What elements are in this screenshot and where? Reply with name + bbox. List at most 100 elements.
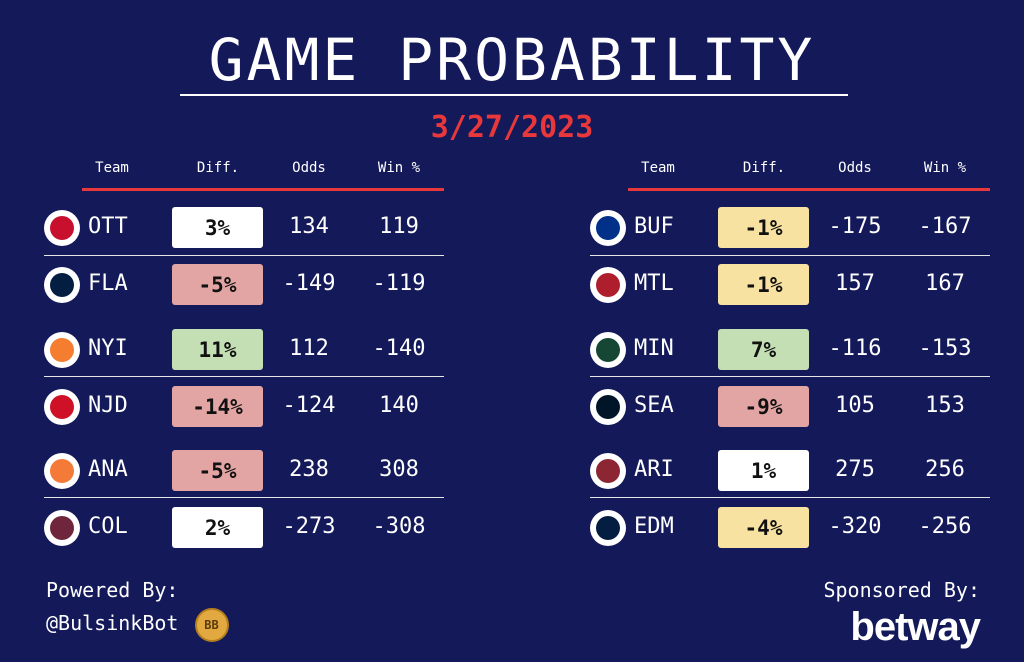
team-row: OTT 3% 134 119 bbox=[44, 202, 444, 254]
column-header-diff: Diff. bbox=[196, 160, 240, 176]
team-row: FLA -5% -149 -119 bbox=[44, 259, 444, 311]
oilers-logo-icon bbox=[590, 510, 626, 546]
diff-badge: -1% bbox=[718, 207, 809, 248]
win-value: -308 bbox=[372, 514, 426, 539]
logo-mark bbox=[596, 516, 620, 540]
team-abbr: SEA bbox=[634, 393, 674, 418]
team-row: NYI 11% 112 -140 bbox=[44, 324, 444, 376]
win-value: -140 bbox=[372, 336, 426, 361]
devils-logo-icon bbox=[44, 389, 80, 425]
column-header-win: Win % bbox=[377, 160, 421, 176]
logo-mark bbox=[50, 395, 74, 419]
header-underline bbox=[82, 188, 444, 191]
islanders-logo-icon bbox=[44, 332, 80, 368]
team-row: MIN 7% -116 -153 bbox=[590, 324, 990, 376]
team-row: COL 2% -273 -308 bbox=[44, 502, 444, 554]
team-abbr: OTT bbox=[88, 214, 128, 239]
column-header-win: Win % bbox=[923, 160, 967, 176]
odds-value: -124 bbox=[282, 393, 336, 418]
team-row: EDM -4% -320 -256 bbox=[590, 502, 990, 554]
betway-logo: betway bbox=[850, 605, 981, 649]
games-panel-left: Team Diff. Odds Win % OTT 3% 134 119 FLA -5% -149-… bbox=[44, 160, 444, 550]
team-row: MTL -1% 157 167 bbox=[590, 259, 990, 311]
win-value: 256 bbox=[925, 457, 965, 482]
team-abbr: COL bbox=[88, 514, 128, 539]
team-abbr: NJD bbox=[88, 393, 128, 418]
odds-value: 157 bbox=[835, 271, 875, 296]
diff-badge: 1% bbox=[718, 450, 809, 491]
ducks-logo-icon bbox=[44, 453, 80, 489]
logo-mark bbox=[596, 338, 620, 362]
win-value: 119 bbox=[379, 214, 419, 239]
win-value: -167 bbox=[918, 214, 972, 239]
diff-badge: 3% bbox=[172, 207, 263, 248]
team-row: ARI 1% 275 256 bbox=[590, 445, 990, 497]
logo-mark bbox=[50, 516, 74, 540]
odds-value: 275 bbox=[835, 457, 875, 482]
bot-handle: @BulsinkBot bbox=[46, 611, 179, 635]
powered-by-label: Powered By: bbox=[46, 578, 179, 602]
diff-badge: -4% bbox=[718, 507, 809, 548]
logo-mark bbox=[596, 216, 620, 240]
game-divider bbox=[44, 255, 444, 256]
wild-logo-icon bbox=[590, 332, 626, 368]
team-row: BUF -1% -175 -167 bbox=[590, 202, 990, 254]
avalanche-logo-icon bbox=[44, 510, 80, 546]
page-title: GAME PROBABILITY bbox=[208, 26, 816, 94]
column-header-team: Team bbox=[95, 160, 129, 176]
team-abbr: EDM bbox=[634, 514, 674, 539]
team-row: NJD -14% -124 140 bbox=[44, 381, 444, 433]
panthers-logo-icon bbox=[44, 267, 80, 303]
sabres-logo-icon bbox=[590, 210, 626, 246]
logo-mark bbox=[50, 216, 74, 240]
bulsinkbot-badge-icon: BB bbox=[194, 607, 229, 642]
sponsored-by-block: Sponsored By: betway bbox=[823, 574, 981, 649]
diff-badge: 2% bbox=[172, 507, 263, 548]
team-row: ANA -5% 238 308 bbox=[44, 445, 444, 497]
logo-mark bbox=[596, 395, 620, 419]
logo-mark bbox=[50, 459, 74, 483]
odds-value: -149 bbox=[282, 271, 336, 296]
game-divider bbox=[44, 497, 444, 498]
sponsored-by-label: Sponsored By: bbox=[823, 578, 980, 602]
game-divider bbox=[590, 497, 990, 498]
win-value: -119 bbox=[372, 271, 426, 296]
diff-badge: -9% bbox=[718, 386, 809, 427]
diff-badge: -5% bbox=[172, 450, 263, 491]
odds-value: -320 bbox=[828, 514, 882, 539]
coyotes-logo-icon bbox=[590, 453, 626, 489]
game-divider bbox=[590, 255, 990, 256]
win-value: 140 bbox=[379, 393, 419, 418]
odds-value: 238 bbox=[289, 457, 329, 482]
team-row: SEA -9% 105 153 bbox=[590, 381, 990, 433]
game-divider bbox=[44, 376, 444, 377]
diff-badge: -5% bbox=[172, 264, 263, 305]
odds-value: -273 bbox=[282, 514, 336, 539]
canadiens-logo-icon bbox=[590, 267, 626, 303]
win-value: -256 bbox=[918, 514, 972, 539]
powered-by-block: Powered By: @BulsinkBot BB bbox=[46, 574, 229, 642]
game-date: 3/27/2023 bbox=[430, 110, 594, 145]
senators-logo-icon bbox=[44, 210, 80, 246]
column-header-diff: Diff. bbox=[742, 160, 786, 176]
team-abbr: MTL bbox=[634, 271, 674, 296]
kraken-logo-icon bbox=[590, 389, 626, 425]
diff-badge: 11% bbox=[172, 329, 263, 370]
column-header-odds: Odds bbox=[838, 160, 872, 176]
diff-badge: -1% bbox=[718, 264, 809, 305]
team-abbr: ANA bbox=[88, 457, 128, 482]
logo-mark bbox=[50, 338, 74, 362]
diff-badge: 7% bbox=[718, 329, 809, 370]
header-underline bbox=[628, 188, 990, 191]
logo-mark bbox=[50, 273, 74, 297]
games-panel-right: Team Diff. Odds Win % BUF -1% -175 -167 MTL -1% 15… bbox=[590, 160, 990, 550]
team-abbr: ARI bbox=[634, 457, 674, 482]
win-value: 167 bbox=[925, 271, 965, 296]
odds-value: -175 bbox=[828, 214, 882, 239]
odds-value: 112 bbox=[289, 336, 329, 361]
odds-value: -116 bbox=[828, 336, 882, 361]
logo-mark bbox=[596, 273, 620, 297]
win-value: 308 bbox=[379, 457, 419, 482]
odds-value: 134 bbox=[289, 214, 329, 239]
win-value: -153 bbox=[918, 336, 972, 361]
